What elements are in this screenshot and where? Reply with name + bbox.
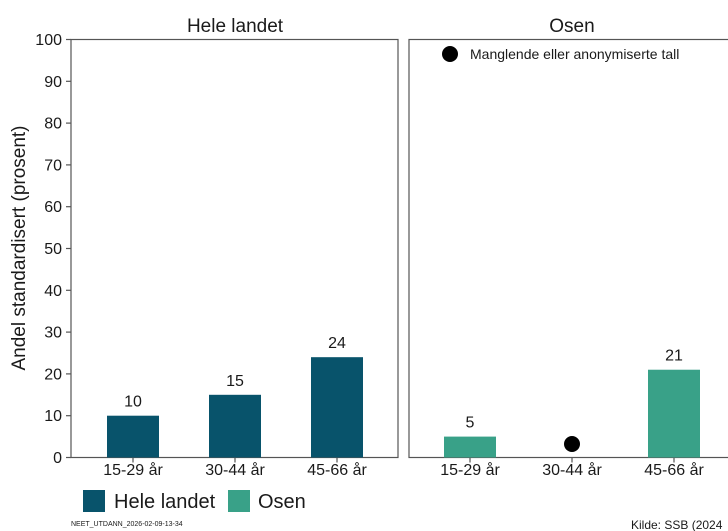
y-axis-label: Andel standardisert (prosent) <box>9 125 30 370</box>
legend-swatch-osen <box>228 490 250 512</box>
panel-frame-osen <box>408 38 728 459</box>
y-tick-label: 30 <box>44 325 62 342</box>
legend-label-osen: Osen <box>258 491 306 513</box>
chart-marks: 0 10 20 30 40 50 60 70 80 90 100 15-29 år 10 30-44 år… <box>35 32 704 479</box>
y-tick-label: 0 <box>53 450 62 467</box>
x-tick-label: 15-29 år <box>103 461 163 479</box>
missing-data-dot <box>564 436 580 452</box>
x-tick-label: 45-66 år <box>644 461 704 479</box>
missing-legend-dot <box>442 46 458 62</box>
y-tick-label: 90 <box>44 74 62 91</box>
chart-code: NEET_UTDANN_2026-02-09-13-34 <box>71 521 183 528</box>
y-tick-label: 40 <box>44 283 62 300</box>
y-tick-label: 70 <box>44 157 62 174</box>
panel-title-hele-landet: Hele landet <box>187 16 284 37</box>
y-tick-label: 100 <box>35 32 62 49</box>
y-tick-label: 10 <box>44 408 62 425</box>
x-tick-label: 15-29 år <box>440 461 500 479</box>
x-tick-label: 30-44 år <box>542 461 602 479</box>
bar <box>311 357 363 458</box>
bar-value-label: 24 <box>328 335 346 352</box>
bar-value-label: 21 <box>665 348 683 365</box>
bar <box>209 394 261 458</box>
missing-legend-text: Manglende eller anonymiserte tall <box>470 46 679 62</box>
bar-value-label: 5 <box>466 415 475 432</box>
x-tick-label: 30-44 år <box>205 461 265 479</box>
legend-label-hele-landet: Hele landet <box>114 491 216 513</box>
x-tick-label: 45-66 år <box>307 461 367 479</box>
legend-swatch-hele-landet <box>83 490 105 512</box>
y-tick-label: 60 <box>44 199 62 216</box>
panel-title-osen: Osen <box>549 16 594 37</box>
bar-value-label: 15 <box>226 373 244 390</box>
bar <box>648 369 700 458</box>
source-note: Kilde: SSB (2024 <box>631 518 723 531</box>
bar-value-label: 10 <box>124 394 142 411</box>
y-tick-label: 80 <box>44 116 62 133</box>
y-tick-label: 20 <box>44 366 62 383</box>
bar <box>444 436 496 458</box>
bar <box>107 415 159 458</box>
y-tick-label: 50 <box>44 241 62 258</box>
